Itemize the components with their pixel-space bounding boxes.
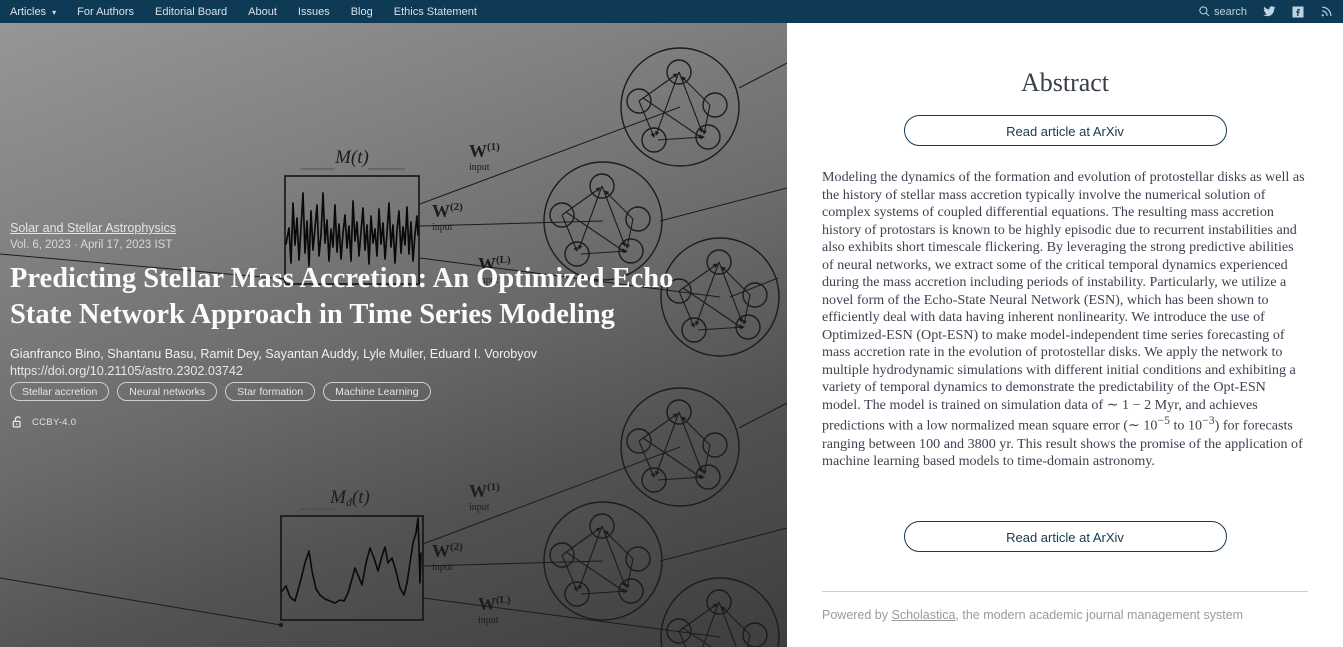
svg-text:W(L): W(L) bbox=[478, 594, 511, 614]
svg-text:input: input bbox=[478, 615, 499, 626]
svg-text:input: input bbox=[432, 562, 453, 573]
svg-text:W(1): W(1) bbox=[469, 141, 500, 161]
svg-text:input: input bbox=[469, 162, 490, 173]
svg-text:W(1): W(1) bbox=[469, 481, 500, 501]
svg-text:input: input bbox=[469, 502, 490, 513]
svg-text:M(t): M(t) bbox=[334, 147, 369, 168]
svg-text:W(2): W(2) bbox=[432, 201, 463, 221]
svg-text:W(2): W(2) bbox=[432, 541, 463, 561]
svg-text:Md(t): Md(t) bbox=[329, 487, 370, 509]
